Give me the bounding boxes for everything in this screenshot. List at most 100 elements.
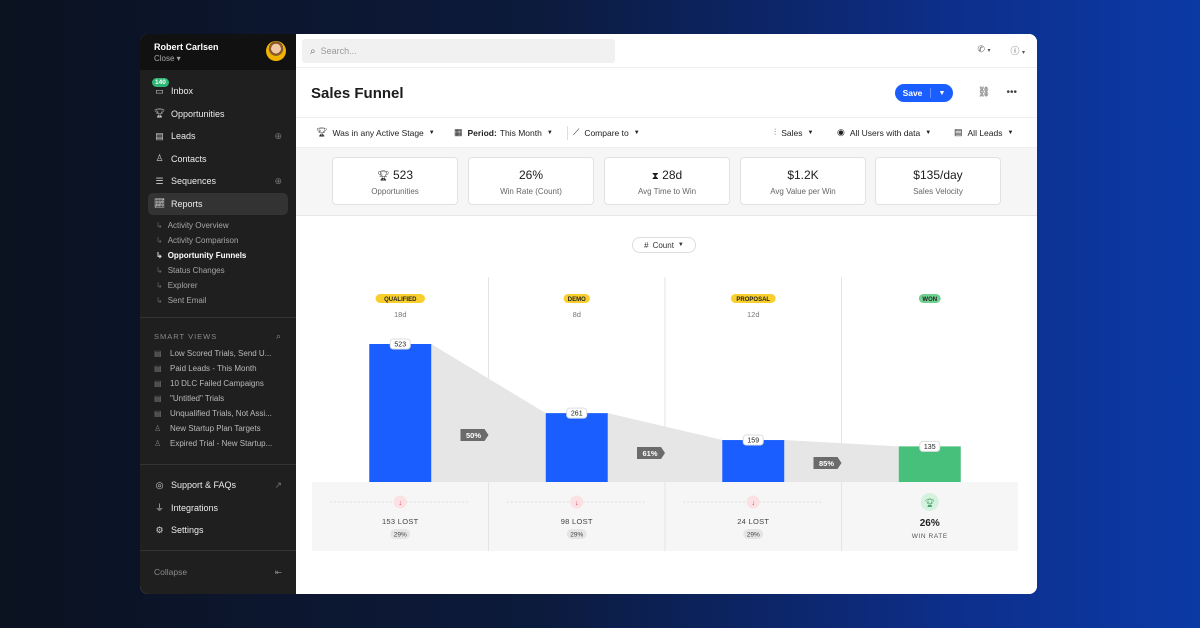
avatar[interactable]	[266, 41, 286, 61]
stage-pill	[375, 294, 425, 303]
list-icon: ▤	[154, 364, 162, 373]
sidebar-subitem-sent-email[interactable]: ↳ Sent Email	[140, 293, 296, 308]
search-icon[interactable]: ⌕	[275, 331, 282, 341]
period-filter-label: Period:	[467, 127, 497, 138]
leads-filter[interactable]: ▤ All Leads ▼	[954, 127, 1013, 138]
lost-arrow-icon: ↓	[575, 500, 579, 507]
sidebar-subitem-status-changes[interactable]: ↳ Status Changes	[140, 263, 296, 278]
more-icon[interactable]: •••	[1006, 87, 1017, 98]
compare-filter[interactable]: ⟋ Compare to ▼	[573, 127, 640, 138]
sidebar-subitem-activity-comparison[interactable]: ↳ Activity Comparison	[140, 233, 296, 248]
sidebar-item-label: Contacts	[171, 153, 207, 164]
stat-value: ⧗ 28d	[605, 168, 729, 182]
count-toggle-button[interactable]: # Count ▼	[632, 237, 696, 253]
stage-label: QUALIFIED	[384, 297, 417, 303]
smart-view-item[interactable]: ▤ "Untitled" Trials	[140, 391, 296, 406]
pipeline-filter-label: Sales	[781, 127, 803, 138]
save-label: Save	[895, 88, 931, 98]
smart-view-item[interactable]: ▤ Low Scored Trials, Send U...	[140, 346, 296, 361]
phone-icon[interactable]: ✆ ▾	[977, 44, 991, 54]
save-options-chevron-icon[interactable]: ▼	[938, 89, 946, 97]
page-title: Sales Funnel	[311, 85, 404, 102]
gear-icon: ⚙	[155, 524, 164, 535]
sidebar-item-integrations[interactable]: ⏚ Integrations	[140, 497, 296, 520]
lost-pct-label: 29%	[570, 532, 583, 539]
link-icon[interactable]: ⛓︎	[977, 87, 991, 98]
person-icon: ♙	[154, 424, 162, 433]
win-rate-label: WIN RATE	[912, 533, 948, 540]
help-icon[interactable]: ⓘ ▾	[1010, 46, 1025, 56]
app-window: Robert Carlsen Close ▾ 140 ▭ Inbox 🏆︎ Op…	[140, 34, 1037, 594]
smart-view-label: Paid Leads - This Month	[170, 364, 257, 373]
inbox-icon: ▭	[155, 85, 164, 96]
sub-arrow-icon: ↳	[156, 251, 163, 260]
stat-card-avg-value: $1.2K Avg Value per Win	[740, 157, 866, 205]
add-lead-icon[interactable]: ⊕	[274, 130, 282, 141]
stage-label: DEMO	[568, 297, 586, 303]
trophy-icon: 🏆︎	[316, 127, 328, 137]
sidebar-item-support[interactable]: ◎ Support & FAQs ↗	[140, 474, 296, 497]
stat-label: Sales Velocity	[913, 187, 963, 196]
stage-label: WON	[922, 297, 937, 303]
sidebar-item-sequences[interactable]: ☰ Sequences ⊕	[140, 170, 296, 193]
save-button[interactable]: Save ▼	[895, 84, 953, 102]
users-filter[interactable]: ◉ All Users with data ▼	[837, 127, 931, 138]
person-icon: ♙	[154, 439, 162, 448]
list-icon: ▤	[154, 409, 162, 418]
smart-view-item[interactable]: ▤ 10 DLC Failed Campaigns	[140, 376, 296, 391]
sidebar-item-reports[interactable]: 📈︎ Reports	[148, 192, 288, 215]
sidebar-subitem-explorer[interactable]: ↳ Explorer	[140, 278, 296, 293]
stage-days: 8d	[573, 310, 581, 319]
smart-views-title: SMART VIEWS	[154, 332, 218, 341]
trophy-icon: 🏆︎	[153, 108, 166, 119]
stat-value: $1.2K	[787, 168, 819, 182]
chart-icon: 📈︎	[153, 198, 166, 209]
smart-view-item[interactable]: ♙ New Startup Plan Targets	[140, 421, 296, 436]
support-icon: ◎	[155, 479, 164, 490]
sidebar-subitem-opportunity-funnels[interactable]: ↳ Opportunity Funnels	[140, 248, 296, 263]
lost-icon-bg	[746, 495, 760, 509]
sequence-icon: ☰	[155, 175, 164, 186]
pipeline-icon: ⫶	[774, 127, 777, 137]
stage-filter[interactable]: 🏆︎ Was in any Active Stage ▼	[316, 127, 435, 138]
sidebar-item-leads[interactable]: ▤ Leads ⊕	[140, 125, 296, 148]
bar-count-pill	[566, 407, 588, 419]
user-menu[interactable]: Robert Carlsen Close ▾	[140, 34, 296, 70]
secondary-nav: ◎ Support & FAQs ↗ ⏚ Integrations ⚙ Sett…	[140, 474, 296, 542]
sidebar-item-opportunities[interactable]: 🏆︎ Opportunities	[140, 103, 296, 126]
sidebar-item-settings[interactable]: ⚙ Settings	[140, 519, 296, 542]
funnel-bar	[545, 413, 608, 482]
user-status[interactable]: Close ▾	[154, 54, 181, 63]
sidebar-subitem-label: Explorer	[167, 281, 198, 290]
filter-bar: 🏆︎ Was in any Active Stage ▼ ▦ Period: T…	[296, 118, 1037, 148]
sidebar-item-contacts[interactable]: ♙ Contacts	[140, 148, 296, 171]
smart-view-item[interactable]: ▤ Unqualified Trials, Not Assi...	[140, 406, 296, 421]
smart-view-item[interactable]: ▤ Paid Leads - This Month	[140, 361, 296, 376]
lost-icon-bg	[570, 495, 584, 509]
sidebar-divider	[140, 550, 296, 551]
add-sequence-icon[interactable]: ⊕	[274, 175, 282, 186]
pipeline-filter[interactable]: ⫶ Sales ▼	[774, 127, 813, 138]
top-bar: ⌕ Search... ✆ ▾ ⓘ ▾	[296, 34, 1037, 68]
sidebar-item-label: Sequences	[171, 176, 217, 187]
search-input[interactable]: ⌕ Search...	[302, 39, 615, 63]
collapse-sidebar-button[interactable]: Collapse ⇤	[140, 567, 296, 578]
search-placeholder: Search...	[320, 46, 357, 56]
stat-card-velocity: $135/day Sales Velocity	[875, 157, 1001, 205]
funnel-bar	[898, 446, 961, 482]
chevron-down-icon: ▼	[428, 129, 435, 136]
bar-count-label: 159	[747, 438, 759, 445]
collapse-icon: ⇤	[274, 567, 282, 577]
smart-view-item[interactable]: ♙ Expired Trial - New Startup...	[140, 436, 296, 451]
sidebar-subitem-activity-overview[interactable]: ↳ Activity Overview	[140, 218, 296, 233]
sidebar-item-inbox[interactable]: 140 ▭ Inbox	[140, 78, 296, 103]
external-link-icon: ↗	[274, 479, 282, 490]
smart-view-label: Low Scored Trials, Send U...	[170, 349, 272, 358]
building-icon: ▤	[155, 130, 164, 141]
period-filter[interactable]: ▦ Period: This Month ▼	[454, 127, 553, 138]
sidebar-subitem-label: Activity Comparison	[167, 236, 239, 245]
lost-pct-label: 29%	[394, 532, 407, 539]
bar-count-pill	[919, 440, 941, 452]
sidebar-subitem-label: Sent Email	[167, 296, 207, 305]
funnel-connector	[784, 440, 899, 482]
